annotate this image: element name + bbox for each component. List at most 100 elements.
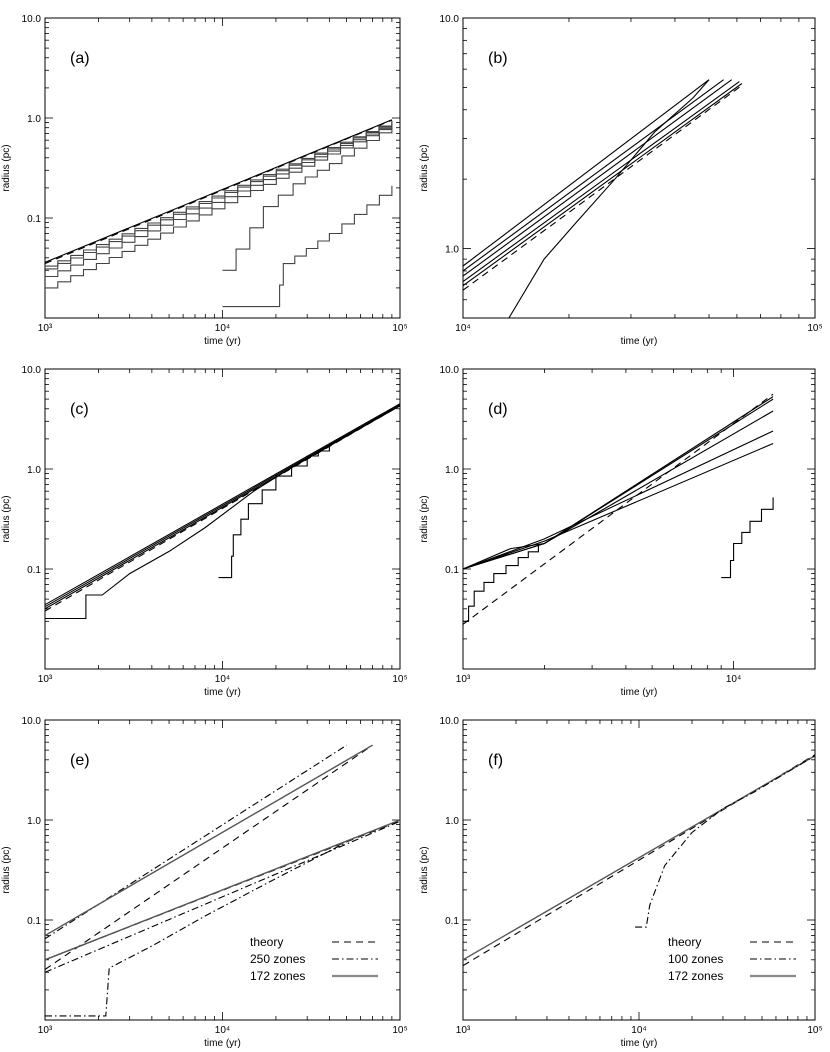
panel-label: (a) xyxy=(70,50,90,67)
series-f3 xyxy=(45,403,400,606)
minor-ticks xyxy=(462,719,816,1021)
x-tick-label: 10⁵ xyxy=(807,1025,822,1036)
panel-d: 10³ 10⁴ 0.1 1.0 10.0 time (yr) radius (pc) (d) xyxy=(419,365,816,698)
series-coarse xyxy=(45,405,400,620)
panel-c: 10³ 10⁴ 10⁵ 0.1 1.0 10.0 time (yr) radius (pc) (… xyxy=(1,365,408,698)
plot-frame xyxy=(462,17,816,319)
series-l3 xyxy=(463,410,774,570)
y-tick-label: 10.0 xyxy=(22,365,42,376)
x-tick-label: 10⁵ xyxy=(807,323,822,334)
panel-a: 10³ 10⁴ 10⁵ 0.1 1.0 10.0 time (yr) radius (pc) (… xyxy=(1,14,408,347)
series-late1 xyxy=(222,125,393,271)
series-f1 xyxy=(45,405,400,610)
legend-entry-label: 172 zones xyxy=(668,969,723,983)
panel-label: (c) xyxy=(70,401,89,418)
y-axis-label: radius (pc) xyxy=(1,495,12,542)
x-tick-label: 10⁴ xyxy=(215,1025,230,1036)
panel-label: (d) xyxy=(488,401,508,418)
legend: theory 250 zones 172 zones xyxy=(250,935,378,983)
y-tick-label: 1.0 xyxy=(27,465,41,476)
series-late xyxy=(508,79,710,318)
legend-entry-label: 100 zones xyxy=(668,952,723,966)
y-tick-label: 1.0 xyxy=(27,114,41,125)
legend-entry-label: theory xyxy=(250,935,283,949)
y-tick-label: 0.1 xyxy=(445,916,459,927)
series-l4 xyxy=(463,81,740,282)
x-axis-label: time (yr) xyxy=(204,687,241,698)
x-tick-label: 10⁵ xyxy=(392,323,407,334)
series-group xyxy=(463,754,815,967)
series-late2 xyxy=(222,185,393,308)
y-tick-label: 0.1 xyxy=(27,214,41,225)
y-tick-label: 10.0 xyxy=(22,716,42,727)
series-250-mid xyxy=(45,820,400,973)
x-tick-label: 10⁵ xyxy=(392,1025,407,1036)
legend-entry-label: 172 zones xyxy=(250,969,305,983)
minor-ticks xyxy=(462,17,816,319)
series-fine xyxy=(45,119,393,263)
y-axis-label: radius (pc) xyxy=(419,144,430,191)
x-tick-label: 10⁴ xyxy=(455,323,470,334)
series-res3 xyxy=(45,122,393,278)
series-l5 xyxy=(463,442,774,570)
series-group xyxy=(45,744,400,1017)
y-tick-label: 10.0 xyxy=(440,365,460,376)
series-l1 xyxy=(463,79,710,267)
y-tick-label: 1.0 xyxy=(27,816,41,827)
x-axis-label: time (yr) xyxy=(204,336,241,347)
series-group xyxy=(463,79,743,318)
y-tick-label: 0.1 xyxy=(27,565,41,576)
series-theory-upper xyxy=(45,744,373,970)
x-axis-label: time (yr) xyxy=(621,1038,658,1049)
series-theory xyxy=(463,84,743,291)
x-axis-label: time (yr) xyxy=(621,336,658,347)
series-l4 xyxy=(463,430,774,570)
x-tick-label: 10⁴ xyxy=(726,674,741,685)
panel-label: (e) xyxy=(70,752,90,769)
x-axis-label: time (yr) xyxy=(621,687,658,698)
series-l2 xyxy=(463,398,774,570)
x-tick-label: 10⁴ xyxy=(215,674,230,685)
panel-b: 10⁴ 10⁵ 1.0 10.0 time (yr) radius (pc) (b) xyxy=(419,14,823,347)
series-l3 xyxy=(463,79,733,277)
x-tick-label: 10⁴ xyxy=(631,1025,646,1036)
minor-ticks xyxy=(44,17,401,319)
x-tick-label: 10⁵ xyxy=(392,674,407,685)
y-tick-label: 1.0 xyxy=(445,245,459,256)
panel-e: 10³ 10⁴ 10⁵ 0.1 1.0 10.0 time (yr) radius (pc) (… xyxy=(1,716,408,1049)
plot-frame xyxy=(44,17,401,319)
series-172 xyxy=(463,755,815,961)
y-tick-label: 1.0 xyxy=(445,816,459,827)
y-tick-label: 10.0 xyxy=(22,14,42,25)
y-tick-label: 0.1 xyxy=(445,565,459,576)
series-l1 xyxy=(463,396,774,570)
y-axis-label: radius (pc) xyxy=(419,846,430,893)
y-tick-label: 1.0 xyxy=(445,465,459,476)
x-tick-label: 10³ xyxy=(38,323,53,334)
series-172-mid xyxy=(45,819,400,961)
panel-f: 10³ 10⁴ 10⁵ 0.1 1.0 10.0 time (yr) radius (pc) (… xyxy=(419,716,823,1049)
legend-entry-label: 250 zones xyxy=(250,952,305,966)
y-tick-label: 10.0 xyxy=(440,716,460,727)
x-tick-label: 10⁴ xyxy=(215,323,230,334)
legend-entry-label: theory xyxy=(668,935,701,949)
series-res4 xyxy=(45,123,393,289)
y-tick-label: 10.0 xyxy=(440,14,460,25)
series-late xyxy=(721,497,774,579)
series-l2 xyxy=(463,79,724,272)
x-tick-label: 10³ xyxy=(38,674,53,685)
series-res1 xyxy=(45,120,393,267)
panel-label: (f) xyxy=(488,752,503,769)
series-100 xyxy=(635,755,815,928)
y-tick-label: 0.1 xyxy=(27,916,41,927)
panel-label: (b) xyxy=(488,50,508,67)
series-group xyxy=(463,393,774,625)
x-tick-label: 10³ xyxy=(456,1025,471,1036)
y-axis-label: radius (pc) xyxy=(1,144,12,191)
minor-ticks xyxy=(44,368,401,670)
series-late xyxy=(218,446,330,579)
minor-ticks xyxy=(44,719,401,1021)
series-250-low xyxy=(45,841,347,1017)
series-l5 xyxy=(463,83,743,287)
